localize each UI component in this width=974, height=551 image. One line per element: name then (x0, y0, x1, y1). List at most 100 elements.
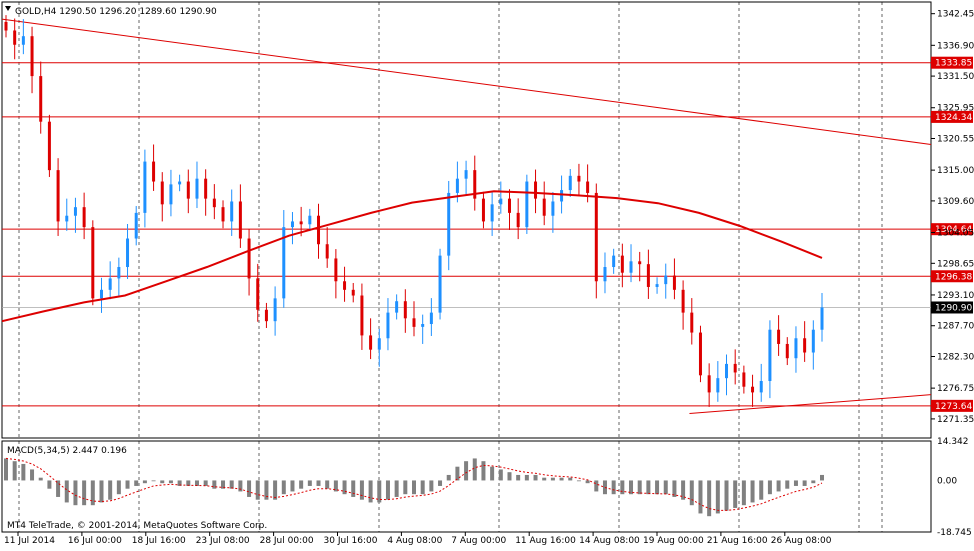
candle-body (325, 244, 329, 259)
macd-frame (1, 440, 932, 533)
time-label: 26 Aug 08:00 (771, 536, 832, 546)
level-label: 1324.34 (935, 113, 972, 123)
candle-body (160, 181, 164, 205)
candle-body (351, 289, 355, 296)
macd-bar (542, 477, 547, 481)
time-label: 18 Jul 16:00 (132, 536, 186, 546)
candle-body (386, 312, 390, 339)
candle-body (560, 190, 564, 202)
candle-body (73, 207, 77, 216)
macd-bar (646, 480, 651, 495)
symbol-info: GOLD,H4 1290.50 1296.20 1289.60 1290.90 (15, 7, 217, 17)
macd-bar (420, 480, 425, 495)
triangle-down-icon[interactable] (5, 6, 11, 11)
macd-bar (316, 480, 321, 486)
macd-bar (820, 474, 824, 481)
candle-body (681, 289, 685, 313)
macd-bar (108, 480, 113, 500)
macd-bar (368, 480, 373, 503)
level-label: 1333.85 (935, 59, 972, 69)
candle-body (716, 378, 720, 393)
macd-bar (507, 472, 512, 481)
macd-bar (273, 480, 278, 500)
macd-bar (785, 480, 790, 489)
macd-bar (620, 480, 625, 495)
candle-body (360, 295, 364, 336)
macd-bar (73, 480, 78, 506)
macd-bar (307, 480, 312, 486)
candle-body (421, 324, 425, 327)
candle-body (516, 212, 520, 228)
current-price-tag (931, 301, 973, 314)
candle-body (612, 255, 616, 268)
candle-body (143, 161, 147, 213)
candle-body (91, 227, 95, 299)
candle-body (568, 175, 572, 191)
macd-bar (116, 480, 121, 495)
candle-body (455, 178, 459, 193)
macd-bar (663, 480, 668, 495)
candle-body (30, 36, 34, 77)
candle-body (47, 121, 51, 171)
macd-bar (299, 480, 304, 489)
macd-bar (394, 480, 399, 497)
macd-bar (325, 480, 330, 489)
copyright-text: MT4 TeleTrade, © 2001-2014, MetaQuotes S… (7, 521, 267, 531)
macd-bar (759, 480, 764, 500)
trendlines[interactable] (1, 18, 932, 414)
candle-body (464, 170, 468, 179)
candle-body (733, 363, 737, 373)
macd-bar (776, 480, 781, 492)
moving-average-line (1, 190, 823, 323)
time-label: 30 Jul 16:00 (324, 536, 378, 546)
macd-bar (142, 480, 147, 484)
time-label: 21 Aug 16:00 (707, 536, 768, 546)
macd-bar (134, 480, 139, 486)
macd-bar (559, 477, 564, 481)
ma-line (1, 190, 823, 323)
macd-axis-label: 14.342 (937, 437, 969, 447)
macd-bar (90, 480, 95, 506)
macd-bar (203, 480, 208, 486)
time-label: 11 Aug 16:00 (515, 536, 576, 546)
candle-body (4, 21, 8, 31)
macd-bar (733, 480, 738, 508)
macd-bar (689, 480, 694, 506)
candle-body (403, 301, 407, 319)
price-label: 1298.65 (937, 259, 974, 269)
time-axis: 11 Jul 2014 16 Jul 00:00 18 Jul 16:00 23 Ju… (4, 532, 832, 546)
candle-body (525, 181, 529, 228)
level-tag (931, 223, 973, 236)
macd-bar (194, 480, 199, 486)
macd-bar (446, 474, 451, 481)
macd-bar (12, 461, 17, 481)
price-label: 1331.50 (937, 72, 974, 82)
candle-body (299, 221, 303, 225)
macd-bar (281, 480, 286, 495)
candle-body (247, 238, 251, 279)
macd-bar (594, 480, 599, 492)
price-label: 1320.55 (937, 134, 974, 144)
level-tag (931, 399, 973, 412)
candle-body (759, 381, 763, 393)
candle-body (395, 301, 399, 313)
macd-bar (585, 480, 590, 484)
macd-bar (160, 480, 165, 484)
horizontal-levels[interactable]: 1333.85 1324.34 1304.64 1296.38 1273.64 1290.… (2, 56, 973, 412)
candle-body (152, 161, 156, 182)
candle-body (334, 258, 338, 282)
candle-body (134, 212, 138, 239)
candle-body (290, 221, 294, 228)
candle-body (186, 181, 190, 199)
candle-body (256, 278, 260, 310)
candle-body (629, 261, 633, 273)
candle-body (707, 375, 711, 393)
candle-body (264, 309, 268, 322)
macd-bar (64, 480, 69, 503)
macd-bar (238, 480, 243, 492)
macd-bar (550, 477, 555, 481)
macd-bar (429, 480, 434, 492)
candle-body (473, 170, 477, 199)
